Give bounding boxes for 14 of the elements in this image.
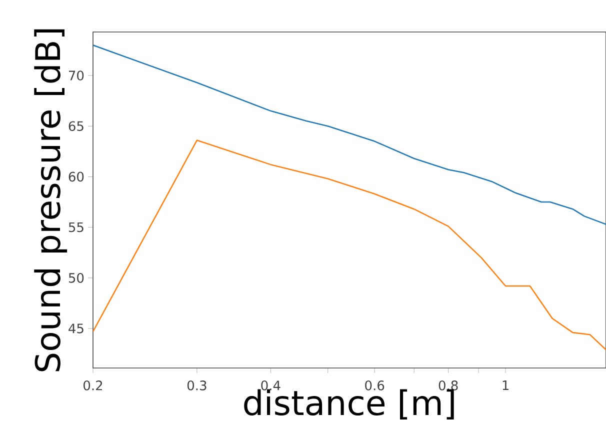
- y-tick-label: 70: [69, 70, 84, 80]
- x-tick-label: 1: [502, 380, 508, 390]
- x-tick-label: 0.4: [261, 380, 280, 390]
- x-tick-label: 0.8: [438, 380, 458, 390]
- y-tick-label: 65: [68, 121, 84, 132]
- y-tick-label: 50: [68, 273, 84, 283]
- y-tick-label: 45: [68, 324, 84, 334]
- y-tick-label: 60: [68, 172, 84, 182]
- x-axis-title: distance [m]: [244, 389, 454, 420]
- x-tick-label: 0.3: [187, 380, 206, 390]
- x-tick-label: 0.6: [365, 380, 384, 390]
- y-axis-title: Sound pressure [dB]: [34, 29, 68, 372]
- y-tick-label: 55: [68, 222, 84, 232]
- x-tick-label: 0.2: [84, 380, 102, 390]
